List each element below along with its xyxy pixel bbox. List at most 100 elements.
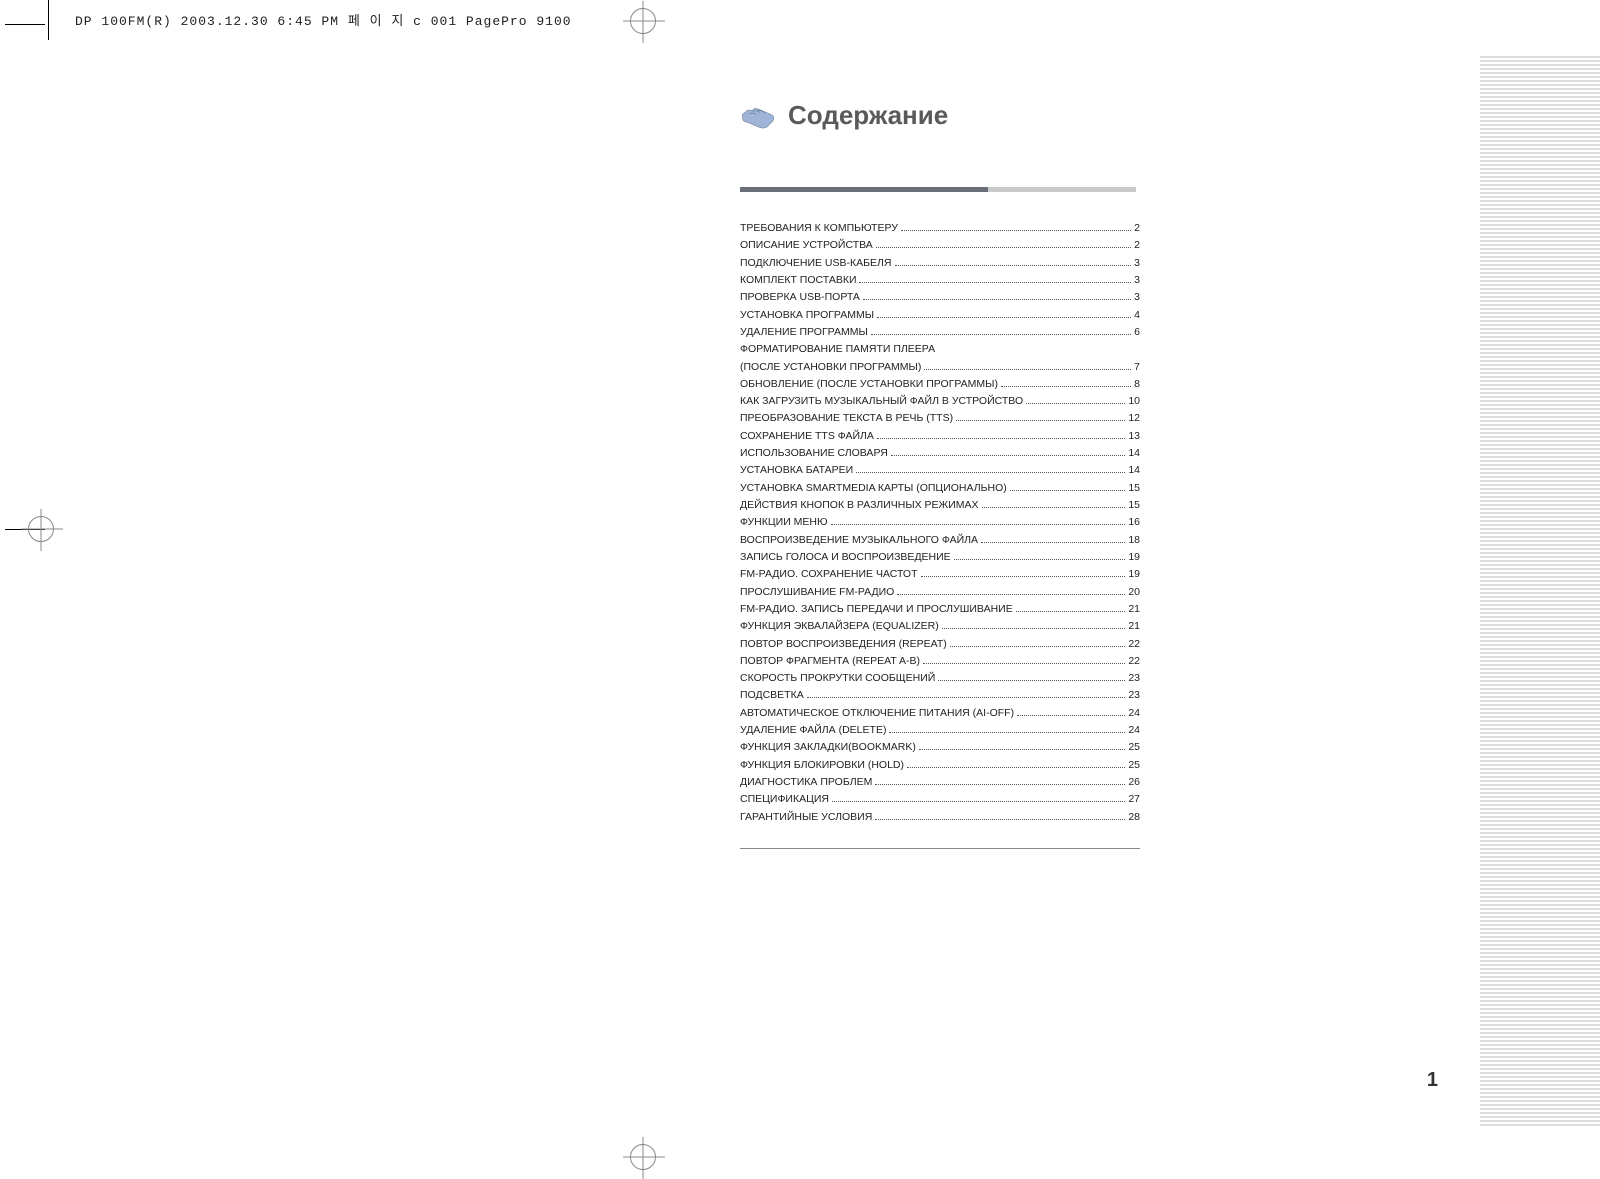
toc-leader-dots: [956, 420, 1125, 421]
toc-leader-dots: [1016, 611, 1126, 612]
toc-page-number: 18: [1128, 532, 1140, 549]
hand-icon: [740, 101, 776, 131]
toc-row: ФУНКЦИЯ ЭКВАЛАЙЗЕРА (EQUALIZER) 21: [740, 618, 1140, 635]
toc-row: ОПИСАНИЕ УСТРОЙСТВА2: [740, 237, 1140, 254]
toc-page-number: 14: [1128, 462, 1140, 479]
toc-leader-dots: [938, 680, 1125, 681]
toc-page-number: 2: [1134, 237, 1140, 254]
toc-leader-dots: [876, 247, 1131, 248]
toc-label: УСТАНОВКА SMARTMEDIA КАРТЫ (ОПЦИОНАЛЬНО): [740, 480, 1007, 497]
toc-page-number: 16: [1128, 514, 1140, 531]
toc-page-number: 27: [1128, 791, 1140, 808]
toc-leader-dots: [875, 784, 1125, 785]
toc-label: ФУНКЦИЯ БЛОКИРОВКИ (HOLD): [740, 757, 904, 774]
toc-page-number: 6: [1134, 324, 1140, 341]
toc-row: ИСПОЛЬЗОВАНИЕ СЛОВАРЯ14: [740, 445, 1140, 462]
toc-leader-dots: [891, 455, 1126, 456]
print-header: DP 100FM(R) 2003.12.30 6:45 PM 페 이 지 c 0…: [75, 10, 572, 29]
toc-label: СПЕЦИФИКАЦИЯ: [740, 791, 829, 808]
toc-page-number: 23: [1128, 687, 1140, 704]
page-number: 1: [1427, 1069, 1438, 1092]
title-rule: [740, 187, 1140, 192]
toc-leader-dots: [897, 594, 1125, 595]
toc-page-number: 15: [1128, 497, 1140, 514]
toc-label: ФУНКЦИЯ ЭКВАЛАЙЗЕРА (EQUALIZER): [740, 618, 939, 635]
toc-row: ДИАГНОСТИКА ПРОБЛЕМ26: [740, 774, 1140, 791]
toc-label: ЗАПИСЬ ГОЛОСА И ВОСПРОИЗВЕДЕНИЕ: [740, 549, 951, 566]
toc-leader-dots: [919, 749, 1125, 750]
toc-label: ПОДСВЕТКА: [740, 687, 804, 704]
toc-row: УСТАНОВКА БАТАРЕИ 14: [740, 462, 1140, 479]
toc-label: ПОВТОР ФРАГМЕНТА (REPEAT A-B): [740, 653, 920, 670]
page-content: Содержание ТРЕБОВАНИЯ К КОМПЬЮТЕРУ2ОПИСА…: [740, 100, 1190, 849]
toc-leader-dots: [859, 282, 1131, 283]
toc-row: КОМПЛЕКТ ПОСТАВКИ3: [740, 272, 1140, 289]
toc-page-number: 23: [1128, 670, 1140, 687]
toc-leader-dots: [856, 472, 1125, 473]
toc-label: ПОВТОР ВОСПРОИЗВЕДЕНИЯ (REPEAT): [740, 636, 947, 653]
toc-row: УСТАНОВКА ПРОГРАММЫ4: [740, 307, 1140, 324]
toc-page-number: 13: [1128, 428, 1140, 445]
toc-page-number: 21: [1128, 618, 1140, 635]
toc-page-number: 2: [1134, 220, 1140, 237]
toc-label: ПРЕОБРАЗОВАНИЕ ТЕКСТА В РЕЧЬ (TTS): [740, 410, 953, 427]
toc-leader-dots: [889, 732, 1125, 733]
toc-page-number: 19: [1128, 566, 1140, 583]
toc-leader-dots: [831, 524, 1126, 525]
toc-leader-dots: [901, 230, 1131, 231]
toc-leader-dots: [923, 663, 1125, 664]
toc-page-number: 14: [1128, 445, 1140, 462]
toc-row: ДЕЙСТВИЯ КНОПОК В РАЗЛИЧНЫХ РЕЖИМАХ15: [740, 497, 1140, 514]
toc-row: ЗАПИСЬ ГОЛОСА И ВОСПРОИЗВЕДЕНИЕ19: [740, 549, 1140, 566]
toc-label: УСТАНОВКА БАТАРЕИ: [740, 462, 853, 479]
toc-label: ПОДКЛЮЧЕНИЕ USB-КАБЕЛЯ: [740, 255, 892, 272]
toc-row: ВОСПРОИЗВЕДЕНИЕ МУЗЫКАЛЬНОГО ФАЙЛА18: [740, 532, 1140, 549]
table-of-contents: ТРЕБОВАНИЯ К КОМПЬЮТЕРУ2ОПИСАНИЕ УСТРОЙС…: [740, 220, 1140, 826]
toc-label: КАК ЗАГРУЗИТЬ МУЗЫКАЛЬНЫЙ ФАЙЛ В УСТРОЙС…: [740, 393, 1023, 410]
toc-leader-dots: [871, 334, 1131, 335]
toc-label: ГАРАНТИЙНЫЕ УСЛОВИЯ: [740, 809, 872, 826]
toc-page-number: 10: [1128, 393, 1140, 410]
toc-label: ФОРМАТИРОВАНИЕ ПАМЯТИ ПЛЕЕРА: [740, 341, 935, 358]
toc-page-number: 21: [1128, 601, 1140, 618]
toc-label: СОХРАНЕНИЕ TTS ФАЙЛА: [740, 428, 874, 445]
toc-label: FM-РАДИО. СОХРАНЕНИЕ ЧАСТОТ: [740, 566, 918, 583]
toc-row: КАК ЗАГРУЗИТЬ МУЗЫКАЛЬНЫЙ ФАЙЛ В УСТРОЙС…: [740, 393, 1140, 410]
toc-row: ФОРМАТИРОВАНИЕ ПАМЯТИ ПЛЕЕРА: [740, 341, 1140, 358]
toc-row: УДАЛЕНИЕ ПРОГРАММЫ 6: [740, 324, 1140, 341]
toc-page-number: 4: [1134, 307, 1140, 324]
toc-label: ФУНКЦИЯ ЗАКЛАДКИ(BOOKMARK): [740, 739, 916, 756]
toc-label: FM-РАДИО. ЗАПИСЬ ПЕРЕДАЧИ И ПРОСЛУШИВАНИ…: [740, 601, 1013, 618]
toc-page-number: 26: [1128, 774, 1140, 791]
toc-row: ПРЕОБРАЗОВАНИЕ ТЕКСТА В РЕЧЬ (TTS)12: [740, 410, 1140, 427]
toc-row: АВТОМАТИЧЕСКОЕ ОТКЛЮЧЕНИЕ ПИТАНИЯ (AI-OF…: [740, 705, 1140, 722]
toc-row: ГАРАНТИЙНЫЕ УСЛОВИЯ 28: [740, 809, 1140, 826]
toc-row: ПРОСЛУШИВАНИЕ FM-РАДИО20: [740, 584, 1140, 601]
toc-leader-dots: [954, 559, 1126, 560]
toc-leader-dots: [982, 507, 1126, 508]
toc-page-number: 22: [1128, 653, 1140, 670]
toc-row: УСТАНОВКА SMARTMEDIA КАРТЫ (ОПЦИОНАЛЬНО)…: [740, 480, 1140, 497]
toc-page-number: 25: [1128, 739, 1140, 756]
toc-page-number: 7: [1134, 359, 1140, 376]
toc-row: ПРОВЕРКА USB-ПОРТА3: [740, 289, 1140, 306]
crop-mark: [5, 24, 45, 25]
page-title: Содержание: [788, 100, 948, 131]
toc-page-number: 25: [1128, 757, 1140, 774]
footer-rule: [740, 848, 1140, 849]
toc-leader-dots: [907, 767, 1125, 768]
toc-page-number: 3: [1134, 289, 1140, 306]
toc-row: ФУНКЦИИ МЕНЮ 16: [740, 514, 1140, 531]
toc-page-number: 28: [1128, 809, 1140, 826]
toc-page-number: 8: [1134, 376, 1140, 393]
toc-label: ФУНКЦИИ МЕНЮ: [740, 514, 828, 531]
toc-leader-dots: [942, 628, 1126, 629]
toc-label: УДАЛЕНИЕ ФАЙЛА (DELETE): [740, 722, 886, 739]
toc-leader-dots: [921, 576, 1126, 577]
toc-leader-dots: [1026, 403, 1125, 404]
toc-leader-dots: [924, 369, 1131, 370]
toc-label: УДАЛЕНИЕ ПРОГРАММЫ: [740, 324, 868, 341]
toc-row: СКОРОСТЬ ПРОКРУТКИ СООБЩЕНИЙ23: [740, 670, 1140, 687]
registration-mark-icon: [28, 516, 54, 542]
toc-row: ПОВТОР ФРАГМЕНТА (REPEAT A-B) 22: [740, 653, 1140, 670]
